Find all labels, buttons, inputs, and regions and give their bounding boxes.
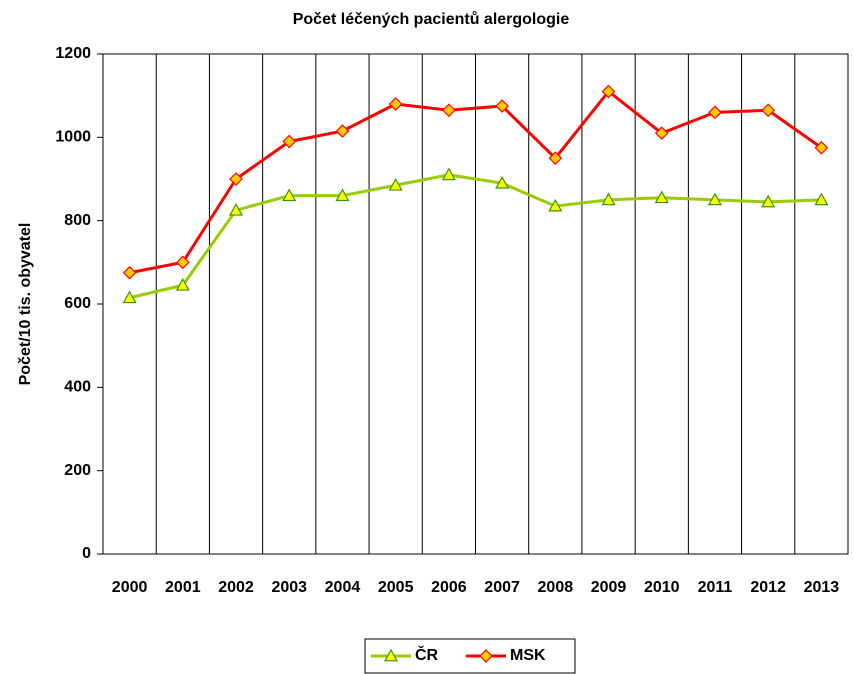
- marker: [442, 103, 456, 118]
- series-line: [129, 173, 822, 300]
- y-tick-label: 0: [82, 545, 91, 562]
- marker: [495, 99, 509, 113]
- marker: [707, 192, 722, 206]
- x-tick-label: 2003: [271, 579, 307, 596]
- marker: [814, 192, 829, 206]
- marker: [229, 203, 244, 216]
- marker: [601, 192, 616, 206]
- x-tick-label: 2001: [165, 579, 201, 596]
- marker: [479, 649, 493, 663]
- marker: [441, 167, 456, 181]
- marker: [814, 140, 829, 155]
- x-tick-label: 2006: [431, 579, 467, 596]
- marker: [495, 175, 510, 189]
- x-tick-label: 2008: [538, 579, 574, 596]
- marker: [654, 190, 669, 204]
- marker: [761, 103, 776, 118]
- x-tick-label: 2013: [804, 579, 840, 596]
- x-tick-label: 2009: [591, 579, 627, 596]
- x-tick-label: 2010: [644, 579, 680, 596]
- marker: [122, 290, 137, 304]
- chart-title: Počet léčených pacientů alergologie: [293, 11, 570, 28]
- x-tick-label: 2000: [112, 579, 148, 596]
- marker: [335, 188, 350, 202]
- marker: [388, 178, 403, 191]
- y-tick-label: 200: [64, 462, 91, 479]
- marker: [654, 126, 669, 141]
- marker: [548, 198, 563, 212]
- legend-label: MSK: [510, 647, 546, 664]
- series-line: [129, 89, 823, 275]
- y-tick-label: 1200: [55, 45, 91, 62]
- y-tick-label: 400: [64, 379, 91, 396]
- y-tick-label: 800: [64, 212, 91, 229]
- marker: [282, 134, 297, 149]
- x-tick-label: 2002: [218, 579, 254, 596]
- x-tick-label: 2011: [698, 579, 733, 596]
- y-axis-label: Počet/10 tis. obyvatel: [17, 223, 34, 386]
- marker: [175, 255, 190, 270]
- marker: [175, 278, 190, 291]
- marker: [229, 172, 243, 186]
- marker: [122, 265, 137, 280]
- marker: [548, 151, 563, 166]
- x-tick-label: 2005: [378, 579, 414, 596]
- legend: ČR MSK: [364, 638, 576, 674]
- y-tick-label: 600: [64, 295, 91, 312]
- x-tick-label: 2007: [484, 579, 520, 596]
- marker: [383, 648, 399, 662]
- marker: [761, 194, 776, 208]
- marker: [708, 105, 722, 120]
- marker: [601, 84, 616, 99]
- legend-label: ČR: [415, 645, 439, 664]
- marker: [282, 188, 297, 202]
- x-tick-label: 2012: [750, 579, 786, 596]
- y-tick-label: 1000: [55, 129, 91, 146]
- marker: [388, 97, 403, 111]
- marker: [335, 124, 350, 138]
- x-tick-label: 2004: [325, 579, 361, 596]
